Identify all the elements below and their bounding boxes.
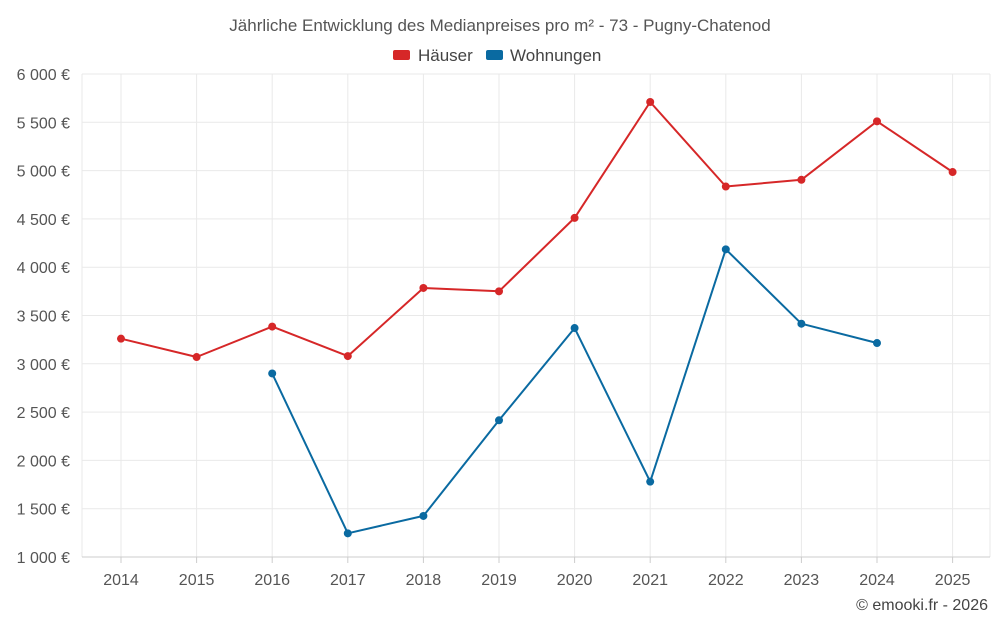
legend: Häuser Wohnungen bbox=[393, 46, 601, 65]
data-point-haeuser[interactable] bbox=[646, 98, 655, 107]
data-point-wohnungen[interactable] bbox=[570, 324, 579, 333]
x-tick-label: 2023 bbox=[784, 572, 820, 589]
data-point-haeuser[interactable] bbox=[268, 322, 277, 331]
x-tick-label: 2025 bbox=[935, 572, 971, 589]
series-line-haeuser bbox=[120, 101, 954, 358]
x-tick-label: 2024 bbox=[859, 572, 895, 589]
y-tick-label: 4 500 € bbox=[17, 212, 70, 229]
data-point-haeuser[interactable] bbox=[343, 352, 352, 361]
y-gridlines bbox=[82, 73, 990, 510]
data-point-haeuser[interactable] bbox=[721, 182, 730, 191]
legend-item-wohnungen[interactable]: Wohnungen bbox=[486, 46, 601, 65]
data-point-haeuser[interactable] bbox=[873, 117, 881, 126]
y-tick-label: 3 500 € bbox=[17, 309, 70, 326]
data-point-wohnungen[interactable] bbox=[797, 319, 806, 328]
x-axis-ticks: 2014 2015 2016 2017 2018 2019 2020 2021 2022 2023… bbox=[103, 557, 970, 589]
data-point-wohnungen[interactable] bbox=[495, 416, 503, 425]
y-tick-label: 2 500 € bbox=[17, 405, 70, 422]
y-axis-ticks: 1 000 € 1 500 € 2 000 € 2 500 € 3 000 € 3 500… bbox=[17, 67, 70, 567]
x-gridlines bbox=[81, 74, 991, 557]
y-tick-label: 4 000 € bbox=[17, 260, 70, 277]
data-point-wohnungen[interactable] bbox=[343, 529, 352, 538]
x-tick-label: 2018 bbox=[406, 572, 442, 589]
x-tick-label: 2015 bbox=[179, 572, 215, 589]
series-layer bbox=[117, 98, 957, 538]
legend-item-haeuser[interactable]: Häuser bbox=[393, 46, 473, 65]
y-tick-label: 3 000 € bbox=[17, 357, 70, 374]
x-tick-label: 2021 bbox=[632, 572, 668, 589]
y-tick-label: 2 000 € bbox=[17, 453, 70, 470]
y-tick-label: 1 500 € bbox=[17, 502, 70, 519]
data-point-wohnungen[interactable] bbox=[721, 245, 730, 254]
data-point-haeuser[interactable] bbox=[570, 213, 579, 222]
data-point-haeuser[interactable] bbox=[419, 283, 428, 292]
data-point-haeuser[interactable] bbox=[192, 353, 201, 362]
data-point-haeuser[interactable] bbox=[495, 287, 503, 296]
chart-title: Jährliche Entwicklung des Medianpreises … bbox=[229, 16, 770, 35]
x-tick-label: 2022 bbox=[708, 572, 744, 589]
legend-label-wohnungen: Wohnungen bbox=[510, 46, 601, 65]
y-tick-label: 6 000 € bbox=[17, 67, 70, 84]
x-tick-label: 2016 bbox=[254, 572, 290, 589]
x-tick-label: 2017 bbox=[330, 572, 366, 589]
data-point-wohnungen[interactable] bbox=[873, 339, 881, 348]
y-tick-label: 5 500 € bbox=[17, 115, 70, 132]
data-point-wohnungen[interactable] bbox=[646, 477, 655, 486]
x-tick-label: 2014 bbox=[103, 572, 139, 589]
legend-swatch-wohnungen bbox=[486, 50, 503, 60]
legend-label-haeuser: Häuser bbox=[418, 46, 473, 65]
y-tick-label: 1 000 € bbox=[17, 550, 70, 567]
data-point-haeuser[interactable] bbox=[117, 334, 125, 343]
data-point-haeuser[interactable] bbox=[797, 175, 806, 184]
credit-text: © emooki.fr - 2026 bbox=[856, 597, 988, 614]
y-tick-label: 5 000 € bbox=[17, 164, 70, 181]
legend-swatch-haeuser bbox=[393, 50, 410, 60]
x-tick-label: 2020 bbox=[557, 572, 593, 589]
data-point-wohnungen[interactable] bbox=[419, 511, 428, 520]
data-point-wohnungen[interactable] bbox=[268, 369, 277, 378]
x-tick-label: 2019 bbox=[481, 572, 517, 589]
data-point-haeuser[interactable] bbox=[948, 168, 957, 177]
